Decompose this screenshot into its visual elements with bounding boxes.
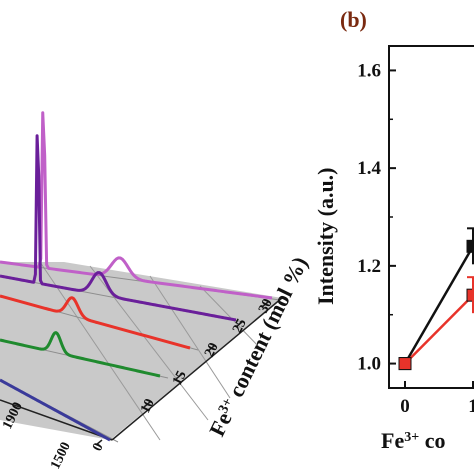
floor-grid-line [39,261,161,441]
depth-tick-mark [207,345,215,352]
depth-tick-label: 20 [202,341,222,360]
panel-b-y-tick-label: 1.0 [357,354,381,375]
depth-tick-mark [261,301,269,308]
waterfall-series-line [0,294,191,350]
waterfall-series-group [0,111,273,442]
floor-grid-line [149,275,231,399]
depth-tick-label: 30 [256,297,276,316]
panel-b-x-axis-title-superscript: 3+ [404,430,419,445]
depth-tick-mark [175,373,183,380]
panel-b-x-axis-title-element: Fe [381,428,404,453]
waterfall-x-tick-label: 1500 [48,440,74,472]
depth-tick-label: 25 [230,317,250,336]
panel-b-y-tick-label: 1.4 [357,158,381,179]
panel-b-x-tick-label: 0 [400,396,410,417]
panel-b-series-group [398,227,474,371]
floor-right-edge [111,297,283,441]
panel-b-y-tick-label: 1.2 [357,256,381,277]
depth-tick-mark [143,401,151,408]
waterfall-floor-edges [0,297,283,441]
waterfall-series-line [0,378,111,442]
waterfall-series-line [0,331,161,378]
panel-b-series-line [404,294,474,365]
waterfall-series-line [0,111,273,300]
waterfall-series-line [0,134,237,322]
panel-b-y-ticks: 1.0 1.2 1.4 1.6 [357,60,396,375]
floor-front-edge [0,399,113,441]
waterfall-floor-plane [0,262,282,440]
depth-tick-mark [95,439,103,446]
panel-b-x-tick-label: 1 [468,396,474,417]
panel-b-y-axis-title: Intensity (a.u.) [313,167,338,305]
panel-b-x-axis-title: Fe3+ co [381,428,445,453]
depth-tick-label: 15 [170,369,190,388]
depth-tick-label: 10 [138,397,158,416]
panel-b-x-axis-title-rest: co [419,428,445,453]
panel-b-data-point [398,357,412,371]
panel-b-label: (b) [340,7,367,32]
panel-b-y-tick-label: 1.6 [357,60,381,81]
depth-axis-title-element: Fe [204,408,237,440]
depth-axis-title-superscript: 3+ [216,396,236,416]
depth-tick-mark [235,321,243,328]
panel-b-series-line [403,245,474,365]
